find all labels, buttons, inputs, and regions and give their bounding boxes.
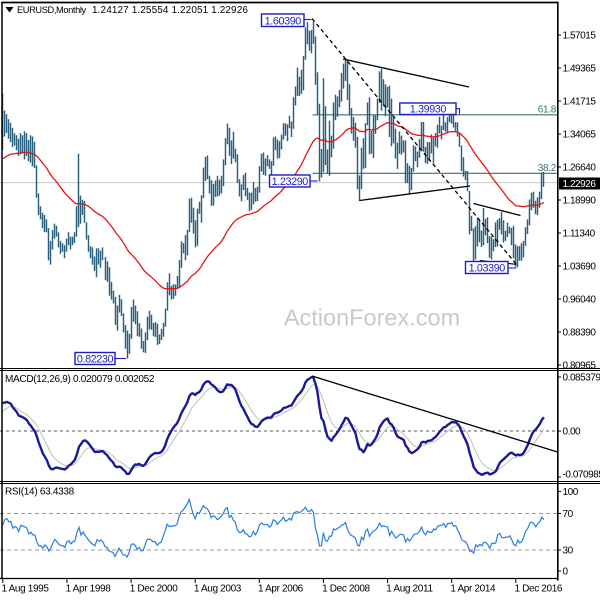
svg-text:1.60390: 1.60390 (265, 15, 302, 27)
svg-text:0: 0 (563, 566, 569, 577)
svg-text:1.26640: 1.26640 (563, 163, 597, 174)
svg-text:1 Dec 2016: 1 Dec 2016 (515, 584, 563, 595)
svg-text:EURUSD,Monthly: EURUSD,Monthly (17, 5, 87, 15)
svg-text:0.80965: 0.80965 (563, 361, 597, 372)
svg-text:1 Apr 2014: 1 Apr 2014 (450, 584, 496, 595)
svg-text:1.03690: 1.03690 (563, 262, 597, 273)
svg-text:100: 100 (563, 487, 579, 498)
svg-text:MACD(12,26,9) 0.020079 0.00205: MACD(12,26,9) 0.020079 0.002052 (5, 374, 155, 385)
svg-text:1.11340: 1.11340 (563, 229, 596, 240)
svg-text:1.18990: 1.18990 (563, 196, 597, 207)
svg-text:1.57015: 1.57015 (563, 31, 597, 42)
svg-text:0.88390: 0.88390 (563, 328, 597, 339)
svg-text:1.39930: 1.39930 (410, 103, 447, 115)
svg-text:70: 70 (563, 509, 574, 520)
svg-text:38.2: 38.2 (538, 163, 557, 174)
svg-text:1.03390: 1.03390 (469, 262, 506, 274)
svg-text:1 Apr 1998: 1 Apr 1998 (66, 584, 112, 595)
svg-text:1.41715: 1.41715 (563, 97, 597, 108)
svg-text:1.34065: 1.34065 (563, 130, 597, 141)
svg-text:1 Aug 2003: 1 Aug 2003 (194, 584, 242, 595)
svg-text:ActionForex.com: ActionForex.com (284, 305, 460, 331)
svg-text:1.24127 1.25554 1.22051 1.2292: 1.24127 1.25554 1.22051 1.22926 (92, 5, 248, 16)
svg-text:0.96040: 0.96040 (563, 295, 597, 306)
svg-text:61.8: 61.8 (538, 104, 557, 115)
svg-text:1 Dec 2008: 1 Dec 2008 (322, 584, 370, 595)
svg-text:1 Apr 2006: 1 Apr 2006 (258, 584, 304, 595)
svg-text:30: 30 (563, 545, 574, 556)
svg-text:RSI(14) 63.4338: RSI(14) 63.4338 (5, 487, 75, 498)
svg-text:1.49365: 1.49365 (563, 64, 597, 75)
svg-text:0.00: 0.00 (563, 427, 582, 438)
svg-text:1 Aug 1995: 1 Aug 1995 (2, 584, 50, 595)
svg-text:0.82230: 0.82230 (77, 353, 114, 365)
svg-text:-0.070985: -0.070985 (563, 470, 600, 481)
svg-text:0.085379: 0.085379 (563, 373, 600, 384)
svg-text:1 Aug 2011: 1 Aug 2011 (386, 584, 433, 595)
svg-text:1.22926: 1.22926 (563, 179, 597, 190)
svg-text:1.23290: 1.23290 (272, 176, 309, 188)
svg-text:1 Dec 2000: 1 Dec 2000 (130, 584, 178, 595)
